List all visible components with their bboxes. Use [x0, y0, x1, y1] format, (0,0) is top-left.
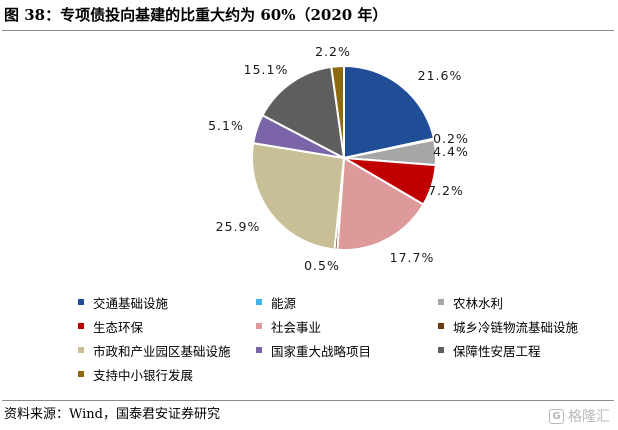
pie-chart: 21.6% 0.2%4.4% 7.2% 17.7% 0.5% 25.9% 5.1% 15.1%…: [208, 44, 469, 273]
pie-slice: [261, 65, 346, 160]
legend-label: 国家重大战略项目: [271, 343, 372, 359]
pie-slice: [251, 142, 346, 251]
legend-swatch: [438, 347, 444, 353]
slice-data-label: 0.2%: [433, 131, 469, 146]
watermark-text: 格隆汇: [568, 409, 610, 425]
legend-swatch: [438, 299, 444, 305]
watermark: G 格隆汇: [549, 405, 610, 427]
legend-label: 农林水利: [453, 295, 504, 311]
slice-data-label: 25.9%: [216, 219, 261, 234]
legend-swatch: [78, 347, 84, 353]
legend-swatch: [78, 299, 84, 305]
legend-item: 城乡冷链物流基础设施: [438, 314, 578, 338]
legend-label: 市政和产业园区基础设施: [93, 343, 231, 359]
slice-data-label: 17.7%: [390, 250, 435, 265]
source-divider: [2, 400, 614, 401]
legend-label: 交通基础设施: [93, 295, 169, 311]
legend-label: 生态环保: [93, 319, 144, 335]
legend-swatch: [256, 347, 262, 353]
slice-data-label: 21.6%: [418, 68, 463, 83]
slice-data-label: 0.5%: [304, 258, 340, 273]
legend-item: 农林水利: [438, 290, 503, 314]
legend-item: 交通基础设施: [78, 290, 168, 314]
legend-swatch: [78, 371, 84, 377]
legend-label: 城乡冷链物流基础设施: [453, 319, 579, 335]
pie-slice: [336, 156, 425, 251]
watermark-logo-icon: G: [549, 408, 564, 424]
legend-swatch: [438, 323, 444, 329]
slice-data-label: 4.4%: [433, 144, 469, 159]
pie-slice: [330, 64, 345, 159]
legend-item: 生态环保: [78, 314, 143, 338]
legend-item: 保障性安居工程: [438, 338, 541, 362]
legend-label: 保障性安居工程: [453, 343, 541, 359]
legend-swatch: [256, 323, 262, 329]
legend-label: 支持中小银行发展: [93, 367, 194, 383]
legend-label: 社会事业: [271, 319, 322, 335]
slice-data-label: 7.2%: [428, 183, 464, 198]
legend-item: 国家重大战略项目: [256, 338, 371, 362]
legend-item: 社会事业: [256, 314, 321, 338]
legend-item: 市政和产业园区基础设施: [78, 338, 231, 362]
title-divider: [2, 30, 614, 31]
pie-slice: [343, 64, 436, 160]
legend-item: 支持中小银行发展: [78, 362, 193, 386]
chart-title: 图 38：专项债投向基建的比重大约为 60%（2020 年）: [4, 6, 388, 24]
legend-item: 能源: [256, 290, 296, 314]
slice-data-label: 5.1%: [208, 118, 244, 133]
legend: 交通基础设施 能源 农林水利生态环保 社会事业 城乡冷链物流基础设施市政和产业园区基础设…: [78, 290, 608, 396]
legend-swatch: [256, 299, 262, 305]
legend-label: 能源: [271, 295, 297, 311]
source-note: 资料来源：Wind，国泰君安证券研究: [4, 407, 220, 422]
legend-swatch: [78, 323, 84, 329]
slice-data-label: 2.2%: [315, 44, 351, 59]
slice-data-label: 15.1%: [244, 62, 289, 77]
